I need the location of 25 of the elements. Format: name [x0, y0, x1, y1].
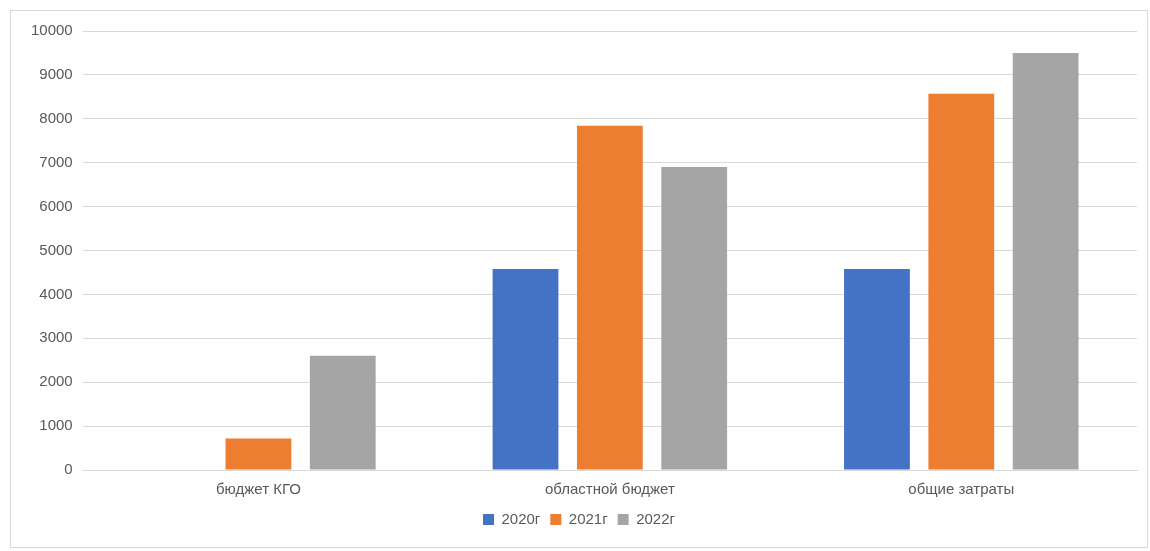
- bar: [576, 125, 643, 470]
- y-tick-label: 10000: [30, 21, 73, 39]
- bar: [661, 167, 728, 470]
- y-tick-label: 7000: [39, 152, 73, 170]
- legend-label: 2021г: [568, 509, 609, 527]
- y-tick-label: 0: [64, 460, 73, 478]
- bar: [1012, 52, 1079, 470]
- bar: [844, 268, 910, 470]
- y-tick-label: 9000: [39, 65, 73, 83]
- x-tick-label: бюджет КГО: [215, 480, 301, 498]
- y-tick-label: 6000: [39, 196, 73, 214]
- bar: [225, 438, 292, 470]
- legend-label: 2020г: [501, 509, 541, 527]
- y-tick-label: 1000: [39, 416, 73, 434]
- x-tick-label: областной бюджет: [544, 480, 675, 498]
- bar: [309, 355, 376, 470]
- y-tick-label: 2000: [39, 372, 73, 390]
- bar: [928, 93, 995, 470]
- bar: [492, 268, 559, 470]
- y-tick-label: 8000: [39, 108, 73, 126]
- y-tick-label: 5000: [39, 240, 73, 258]
- legend-label: 2022г: [636, 509, 676, 527]
- y-tick-label: 4000: [39, 284, 73, 302]
- x-tick-label: общие затраты: [908, 480, 1015, 498]
- y-tick-label: 3000: [39, 328, 73, 346]
